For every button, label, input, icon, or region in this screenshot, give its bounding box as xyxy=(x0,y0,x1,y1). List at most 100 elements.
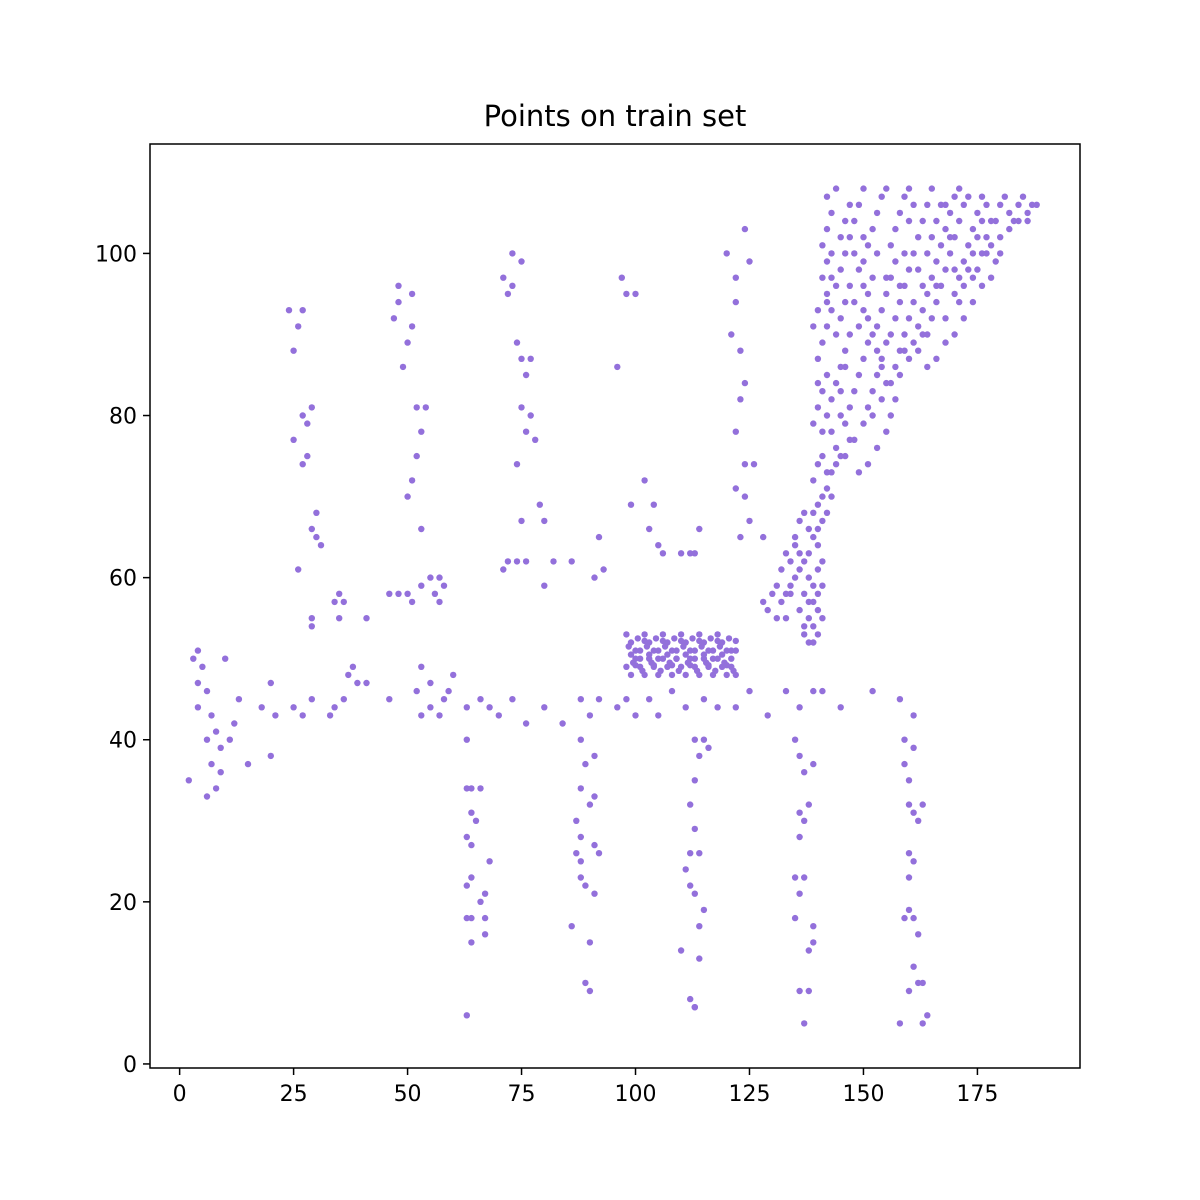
scatter-point xyxy=(960,282,967,289)
scatter-point xyxy=(468,841,475,849)
chart-title: Points on train set xyxy=(484,99,747,133)
scatter-point xyxy=(418,582,425,589)
scatter-point xyxy=(860,420,867,427)
scatter-point xyxy=(668,647,676,654)
scatter-point xyxy=(577,874,584,881)
scatter-point xyxy=(481,914,489,922)
scatter-point xyxy=(299,307,306,314)
scatter-point xyxy=(418,525,425,533)
scatter-point xyxy=(892,225,899,233)
scatter-point xyxy=(801,631,808,638)
scatter-point xyxy=(591,752,598,760)
scatter-point xyxy=(910,914,917,922)
scatter-point xyxy=(951,234,958,241)
scatter-point xyxy=(386,696,393,703)
scatter-point xyxy=(887,379,894,387)
scatter-point xyxy=(495,712,502,719)
scatter-point xyxy=(737,533,744,541)
scatter-point xyxy=(730,667,737,674)
scatter-point xyxy=(725,635,733,642)
scatter-point xyxy=(299,461,306,468)
scatter-point xyxy=(208,712,215,719)
scatter-point xyxy=(810,639,817,646)
scatter-point xyxy=(869,412,876,419)
scatter-point xyxy=(468,809,475,816)
scatter-point xyxy=(573,850,580,857)
scatter-point xyxy=(933,282,940,289)
scatter-point xyxy=(518,355,525,362)
scatter-point xyxy=(896,282,904,289)
scatter-point xyxy=(655,542,662,549)
scatter-point xyxy=(919,282,926,289)
scatter-point xyxy=(919,217,926,225)
scatter-point xyxy=(700,906,708,914)
scatter-point xyxy=(737,347,744,354)
scatter-point xyxy=(805,639,812,646)
scatter-point xyxy=(814,566,822,573)
scatter-point xyxy=(504,558,512,565)
scatter-point xyxy=(819,493,826,500)
scatter-point xyxy=(791,533,799,541)
scatter-point xyxy=(810,923,817,930)
scatter-point xyxy=(627,671,635,679)
scatter-point xyxy=(700,651,708,658)
scatter-point xyxy=(477,696,484,703)
scatter-point xyxy=(595,696,603,703)
scatter-point xyxy=(814,606,822,614)
scatter-point xyxy=(698,643,705,650)
scatter-point xyxy=(527,355,534,362)
x-tick-label: 125 xyxy=(728,1082,770,1107)
scatter-point xyxy=(522,371,530,379)
scatter-point xyxy=(577,696,584,703)
scatter-point xyxy=(796,987,803,995)
scatter-point xyxy=(819,339,826,346)
scatter-point xyxy=(700,696,708,703)
scatter-point xyxy=(810,323,817,330)
scatter-point xyxy=(992,217,999,225)
scatter-point xyxy=(671,635,678,642)
scatter-point xyxy=(650,662,657,669)
scatter-point xyxy=(668,662,676,669)
scatter-point xyxy=(928,315,935,322)
scatter-point xyxy=(522,558,530,565)
scatter-point xyxy=(331,704,338,711)
scatter-point xyxy=(837,234,844,241)
scatter-point xyxy=(586,712,594,719)
scatter-point xyxy=(285,307,293,314)
scatter-point xyxy=(873,323,881,330)
scatter-point xyxy=(778,598,785,606)
scatter-point xyxy=(267,679,274,687)
scatter-point xyxy=(687,995,694,1003)
scatter-point xyxy=(864,461,872,468)
scatter-point xyxy=(915,931,922,938)
scatter-point xyxy=(728,655,735,662)
scatter-point xyxy=(855,469,863,476)
scatter-point xyxy=(969,225,977,233)
scatter-point xyxy=(796,752,803,760)
scatter-point xyxy=(851,217,858,225)
scatter-point xyxy=(632,662,639,669)
scatter-point xyxy=(518,404,525,411)
scatter-point xyxy=(873,209,881,217)
scatter-point xyxy=(691,777,698,784)
scatter-point xyxy=(924,250,931,257)
scatter-point xyxy=(810,760,817,768)
scatter-point xyxy=(814,404,822,411)
scatter-point xyxy=(796,833,803,841)
scatter-point xyxy=(924,363,931,371)
scatter-point xyxy=(222,655,229,662)
scatter-point xyxy=(687,882,694,889)
scatter-point xyxy=(910,339,917,346)
scatter-point xyxy=(910,250,917,257)
scatter-point xyxy=(832,331,840,338)
scatter-point xyxy=(650,647,657,654)
scatter-point xyxy=(842,217,849,225)
scatter-point xyxy=(937,201,945,208)
scatter-point xyxy=(814,525,822,533)
scatter-point xyxy=(873,444,881,452)
scatter-point xyxy=(408,290,416,298)
x-tick-label: 100 xyxy=(615,1082,657,1107)
scatter-point xyxy=(1028,201,1036,208)
scatter-point xyxy=(942,339,949,346)
